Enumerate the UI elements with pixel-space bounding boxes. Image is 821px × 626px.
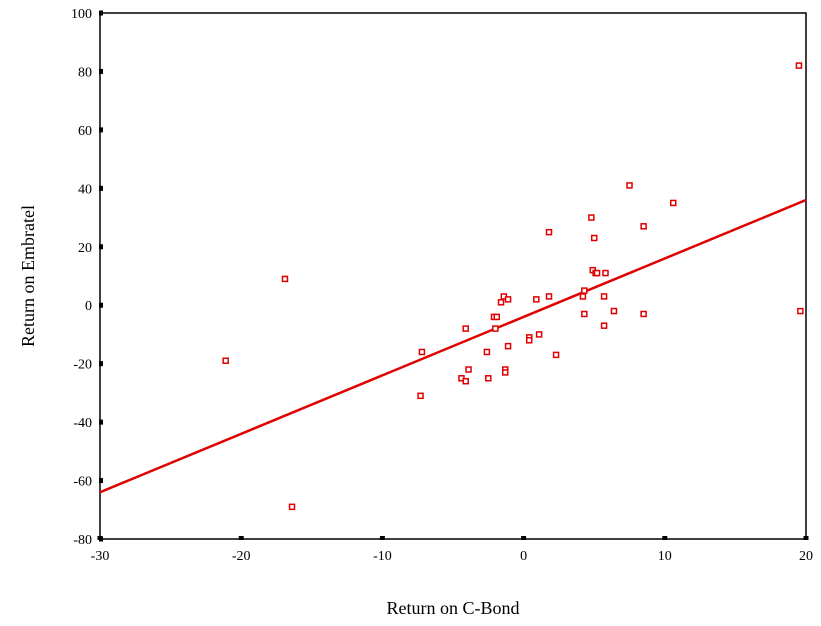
x-tick-mark [521,536,527,540]
data-point [504,342,512,350]
y-tick-mark [99,10,103,16]
regression-line-layer [99,198,807,494]
data-point [545,293,553,300]
data-point [525,337,533,344]
plot-frame [99,12,807,540]
data-point [552,351,560,359]
data-point [418,348,426,356]
y-tick-label: -40 [73,416,92,431]
data-point [797,307,804,315]
data-point [493,313,501,321]
y-tick-label: 100 [71,7,92,22]
data-point [626,182,633,189]
data-point [533,296,540,303]
y-tick-mark [99,478,103,484]
y-tick-label: -60 [73,475,92,490]
x-tick-mark [379,536,385,540]
y-tick-label: 60 [78,124,92,139]
data-point [670,199,677,207]
data-point [581,287,588,294]
data-point [581,310,588,318]
data-point [288,503,296,511]
x-tick-label: -30 [91,549,110,564]
y-tick-label: 80 [78,65,92,80]
data-point [501,369,509,376]
y-tick-label: 0 [85,299,92,314]
data-point [417,392,424,400]
x-axis: -30 -20 -10 0 10 20 [91,536,813,564]
data-point [640,310,647,318]
regression-line [99,198,807,494]
data-point [602,269,609,277]
x-tick-mark [803,536,809,540]
data-point [281,275,289,283]
data-point [483,348,491,356]
x-axis-title: Return on C-Bond [387,598,520,618]
x-tick-label: 0 [520,549,527,564]
x-tick-label: -20 [232,549,251,564]
data-point [588,214,595,221]
data-point [590,234,598,242]
y-tick-mark [99,127,103,133]
data-point [600,322,608,329]
data-point [497,299,505,306]
data-point [795,62,803,69]
x-tick-mark [662,536,668,540]
data-point [492,325,499,332]
data-point [593,269,601,277]
y-tick-mark [99,68,103,74]
scatter-points [222,62,804,511]
y-tick-mark [99,185,103,191]
y-tick-mark [99,302,103,308]
data-point [485,375,492,382]
y-tick-mark [99,419,103,425]
y-tick-label: -80 [73,533,92,548]
x-tick-mark [238,536,244,540]
x-tick-label: -10 [373,549,392,564]
data-point [462,325,469,332]
y-tick-mark [99,244,103,250]
y-axis: -80 -60 -40 -20 0 20 40 60 80 100 [71,7,103,548]
data-point [610,307,618,315]
x-tick-mark [97,536,103,540]
x-tick-label: 10 [658,549,672,564]
x-tick-label: 20 [799,549,813,564]
data-point [579,293,587,300]
data-point [640,223,647,230]
data-point [504,296,512,303]
y-axis-title: Return on Embratel [18,205,38,347]
data-point [545,228,553,236]
data-point [600,293,608,300]
y-tick-label: -20 [73,358,92,373]
y-tick-label: 20 [78,241,92,256]
y-tick-label: 40 [78,182,92,197]
y-tick-mark [99,361,103,367]
data-point [462,377,469,385]
data-point [222,357,229,364]
data-point [535,331,543,338]
data-point [465,366,472,373]
